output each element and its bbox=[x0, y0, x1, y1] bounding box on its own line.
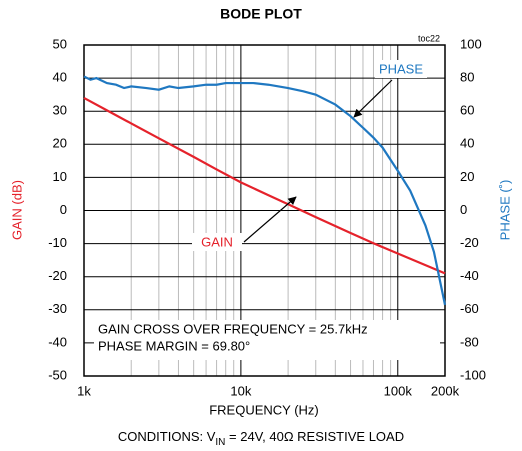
y-tick-label: 40 bbox=[53, 70, 67, 85]
y2-tick-label: 0 bbox=[460, 202, 467, 217]
tag: toc22 bbox=[418, 33, 440, 43]
y-tick-label: -10 bbox=[48, 235, 67, 250]
series-label: GAIN bbox=[201, 234, 233, 249]
y-tick-label: -40 bbox=[48, 334, 67, 349]
y2-tick-label: 20 bbox=[460, 169, 474, 184]
series-label: PHASE bbox=[379, 61, 423, 76]
x-tick-label: 1k bbox=[77, 383, 91, 398]
footnote-text: = 24V, 40Ω RESISTIVE LOAD bbox=[225, 429, 404, 444]
footnote-sub: IN bbox=[215, 437, 225, 448]
chart-title: BODE PLOT bbox=[220, 6, 302, 22]
annotation: GAIN CROSS OVER FREQUENCY = 25.7kHz bbox=[98, 321, 368, 336]
y-tick-label: -20 bbox=[48, 268, 67, 283]
x-tick-label: 100k bbox=[384, 383, 413, 398]
arrow bbox=[353, 79, 393, 118]
y2-tick-label: -100 bbox=[460, 367, 486, 382]
y2-tick-label: 80 bbox=[460, 70, 474, 85]
arrow bbox=[243, 196, 297, 243]
label-box bbox=[375, 60, 427, 78]
x-axis-label: FREQUENCY (Hz) bbox=[209, 402, 319, 417]
y-tick-label: 20 bbox=[53, 136, 67, 151]
x-tick-label: 10k bbox=[230, 383, 251, 398]
y2-tick-label: -60 bbox=[460, 301, 479, 316]
y2-tick-label: 60 bbox=[460, 103, 474, 118]
annotation-box bbox=[94, 320, 440, 360]
y-tick-label: -50 bbox=[48, 367, 67, 382]
y2-tick-label: -20 bbox=[460, 235, 479, 250]
y-axis-label: GAIN (dB) bbox=[9, 180, 24, 240]
y-tick-label: -30 bbox=[48, 301, 67, 316]
footnote-text: CONDITIONS: V bbox=[118, 429, 216, 444]
y-tick-label: 30 bbox=[53, 103, 67, 118]
footnote: CONDITIONS: VIN = 24V, 40Ω RESISTIVE LOA… bbox=[118, 429, 404, 447]
annotation: PHASE MARGIN = 69.80° bbox=[98, 338, 250, 353]
y2-tick-label: -80 bbox=[460, 334, 479, 349]
x-tick-label: 200k bbox=[431, 383, 460, 398]
plot-frame bbox=[83, 44, 446, 377]
series-line bbox=[83, 75, 447, 306]
y2-tick-label: 100 bbox=[460, 36, 482, 51]
y-tick-label: 50 bbox=[53, 36, 67, 51]
label-box bbox=[192, 233, 242, 251]
y-tick-label: 10 bbox=[53, 169, 67, 184]
y2-axis-label: PHASE (˚) bbox=[497, 180, 512, 241]
y-tick-label: 0 bbox=[60, 202, 67, 217]
series-line bbox=[83, 96, 446, 275]
y2-tick-label: -40 bbox=[460, 268, 479, 283]
y2-tick-label: 40 bbox=[460, 136, 474, 151]
